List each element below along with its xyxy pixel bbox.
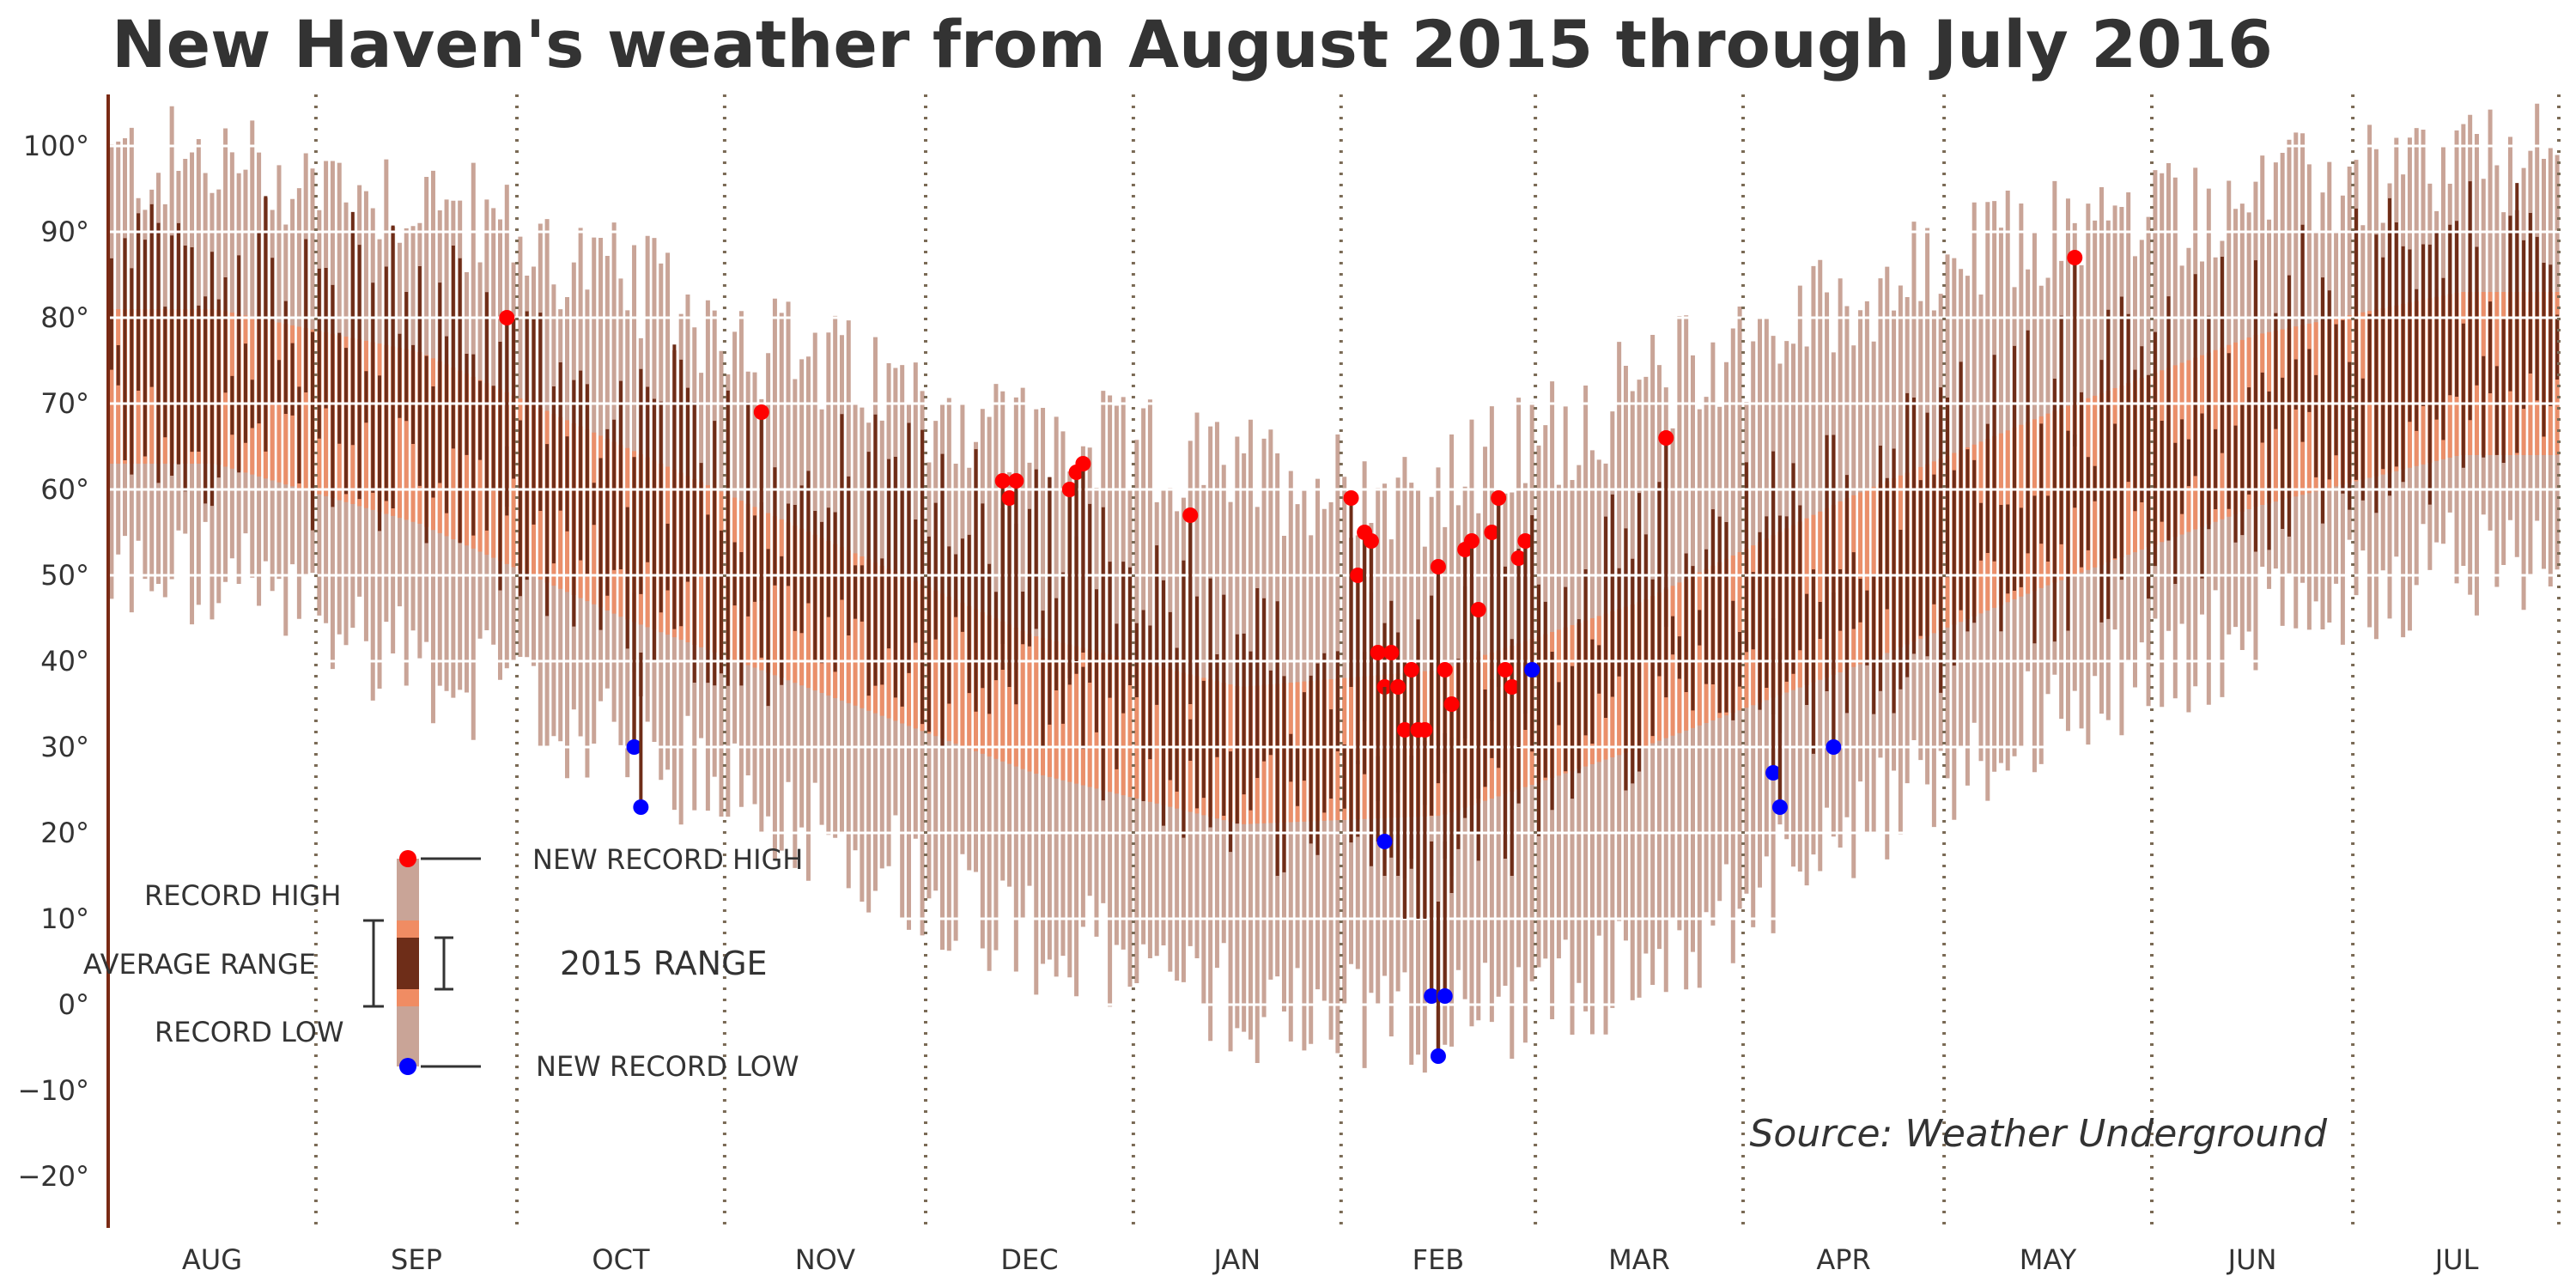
legend-average-bracket — [363, 919, 384, 1008]
new-record-low-dot — [1826, 739, 1842, 755]
gridlines — [108, 144, 2561, 1178]
new-record-high-dot — [1470, 602, 1486, 617]
new-record-high-dot — [1417, 722, 1433, 738]
new-record-high-dot — [1350, 568, 1366, 583]
y-tick-label: 50° — [40, 559, 89, 592]
legend-record-low-label: RECORD LOW — [155, 1016, 344, 1048]
y-tick-label: 30° — [40, 731, 89, 763]
y-tick-label: 20° — [40, 817, 89, 849]
new-record-high-dot — [1363, 533, 1379, 549]
x-tick-label: JUN — [2227, 1243, 2277, 1276]
new-record-high-dot — [1403, 662, 1419, 677]
new-record-low-dot — [1424, 988, 1440, 1004]
new-record-high-dot — [1491, 490, 1507, 506]
new-record-high-dot — [1008, 473, 1024, 489]
legend: RECORD HIGH AVERAGE RANGE RECORD LOW NEW… — [83, 843, 804, 1083]
legend-new-low-dot — [399, 1058, 416, 1075]
new-record-high-dot — [753, 404, 769, 420]
new-record-high-dot — [1383, 645, 1400, 660]
y-tick-label: 70° — [40, 387, 89, 420]
y-tick-label: −20° — [17, 1160, 89, 1193]
x-tick-label: JUL — [2433, 1243, 2479, 1276]
new-record-high-dot — [1390, 679, 1406, 695]
legend-new-record-high-label: NEW RECORD HIGH — [532, 843, 803, 876]
x-tick-label: DEC — [1000, 1243, 1058, 1276]
new-record-high-dot — [1396, 722, 1413, 738]
y-tick-label: 40° — [40, 645, 89, 677]
new-record-high-dot — [1497, 662, 1513, 677]
legend-new-high-dot — [399, 850, 416, 867]
source-annotation: Source: Weather Underground — [1749, 1112, 2328, 1156]
new-record-high-dot — [1484, 525, 1500, 540]
legend-2015-band — [397, 938, 419, 989]
new-record-high-dot — [499, 310, 515, 325]
legend-2015-range-label: 2015 RANGE — [560, 945, 768, 982]
new-record-low-dot — [1771, 799, 1788, 815]
new-record-high-dot — [1182, 507, 1199, 523]
new-record-low-dot — [1437, 988, 1453, 1004]
y-tick-label: 60° — [40, 473, 89, 506]
new-record-high-dot — [1075, 456, 1091, 471]
y-tick-label: 100° — [23, 130, 89, 162]
legend-new-record-low-label: NEW RECORD LOW — [536, 1050, 799, 1083]
new-record-high-dot — [1430, 559, 1446, 574]
new-record-markers — [499, 250, 2083, 1064]
y-tick-label: 90° — [40, 216, 89, 248]
x-tick-label: SEP — [391, 1243, 442, 1276]
x-tick-label: JAN — [1212, 1243, 1261, 1276]
new-record-high-dot — [1370, 645, 1386, 660]
new-record-low-dot — [633, 799, 649, 815]
new-record-high-dot — [1443, 696, 1460, 712]
y-axis: 100° 90° 80° 70° 60° 50° 40° 30° 20° 10° 0° −10° −20… — [17, 94, 110, 1228]
x-tick-label: MAY — [2020, 1243, 2077, 1276]
legend-average-range-label: AVERAGE RANGE — [83, 948, 316, 981]
x-axis: AUG SEP OCT NOV DEC JAN FEB MAR APR MAY JUN JUL — [182, 1243, 2479, 1276]
y-tick-label: 80° — [40, 301, 89, 334]
new-record-high-dot — [1343, 490, 1359, 506]
new-record-high-dot — [1001, 490, 1018, 506]
new-record-high-dot — [1510, 550, 1527, 566]
x-tick-label: AUG — [182, 1243, 242, 1276]
legend-2015-bracket — [434, 936, 453, 991]
x-tick-label: NOV — [795, 1243, 856, 1276]
y-tick-label: 10° — [40, 902, 89, 935]
chart-title: New Haven's weather from August 2015 thr… — [112, 6, 2273, 82]
new-record-high-dot — [1517, 533, 1534, 549]
x-tick-label: OCT — [592, 1243, 650, 1276]
x-tick-label: APR — [1816, 1243, 1870, 1276]
new-record-high-dot — [1504, 679, 1520, 695]
x-tick-label: FEB — [1413, 1243, 1465, 1276]
y-tick-label: −10° — [17, 1074, 89, 1107]
y-tick-label: 0° — [58, 988, 89, 1021]
new-record-high-dot — [1658, 430, 1674, 446]
new-record-low-dot — [1524, 662, 1540, 677]
daily-bars — [109, 103, 2560, 1073]
new-record-low-dot — [1376, 834, 1393, 849]
x-tick-label: MAR — [1608, 1243, 1670, 1276]
new-record-high-dot — [1061, 482, 1078, 497]
new-record-low-dot — [1430, 1048, 1446, 1064]
new-record-high-dot — [1463, 533, 1479, 549]
new-record-low-dot — [1765, 765, 1782, 781]
new-record-high-dot — [994, 473, 1011, 489]
new-record-high-dot — [1437, 662, 1453, 677]
legend-record-high-label: RECORD HIGH — [144, 879, 341, 912]
new-record-low-dot — [626, 739, 642, 755]
new-record-high-dot — [2067, 250, 2083, 265]
